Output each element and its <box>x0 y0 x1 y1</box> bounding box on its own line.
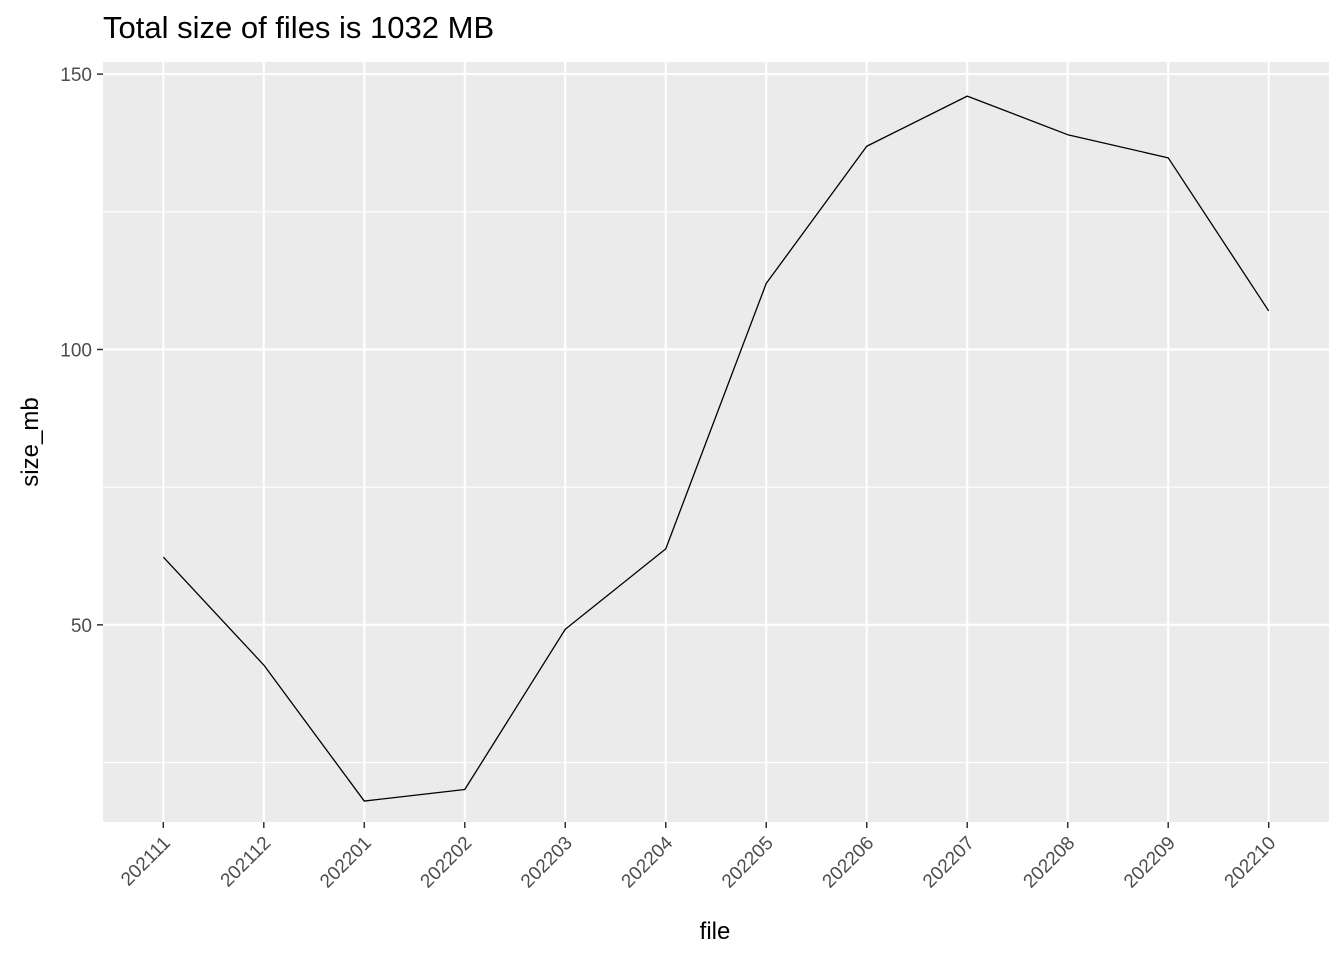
x-axis: 202111 202112 202201 202202 202203 202204 2022… <box>117 822 1280 892</box>
x-tick-label: 202111 <box>117 833 175 891</box>
y-tick-label: 50 <box>71 616 92 637</box>
x-tick-label: 202206 <box>819 833 879 893</box>
x-tick-label: 202201 <box>316 833 376 893</box>
series-layer <box>162 95 1270 802</box>
x-tick-label: 202207 <box>919 833 979 893</box>
y-tick-label: 150 <box>60 65 92 86</box>
chart-title: Total size of files is 1032 MB <box>103 10 495 45</box>
major-gridlines <box>103 62 1329 822</box>
y-tick-label: 100 <box>60 340 92 361</box>
x-tick-label: 202208 <box>1020 833 1080 893</box>
x-tick-label: 202202 <box>417 833 477 893</box>
x-tick-label: 202203 <box>517 833 577 893</box>
x-tick-label: 202204 <box>618 832 678 892</box>
x-tick-label: 202112 <box>217 833 276 892</box>
y-axis-title: size_mb <box>17 397 44 486</box>
x-axis-title: file <box>700 918 731 945</box>
plot-panel <box>103 62 1329 822</box>
x-tick-label: 202209 <box>1120 833 1180 893</box>
y-axis: 50 100 150 <box>60 65 103 637</box>
series-line <box>162 95 1270 802</box>
x-tick-label: 202210 <box>1221 833 1281 893</box>
x-tick-label: 202205 <box>718 833 778 893</box>
minor-gridlines <box>103 211 1329 764</box>
